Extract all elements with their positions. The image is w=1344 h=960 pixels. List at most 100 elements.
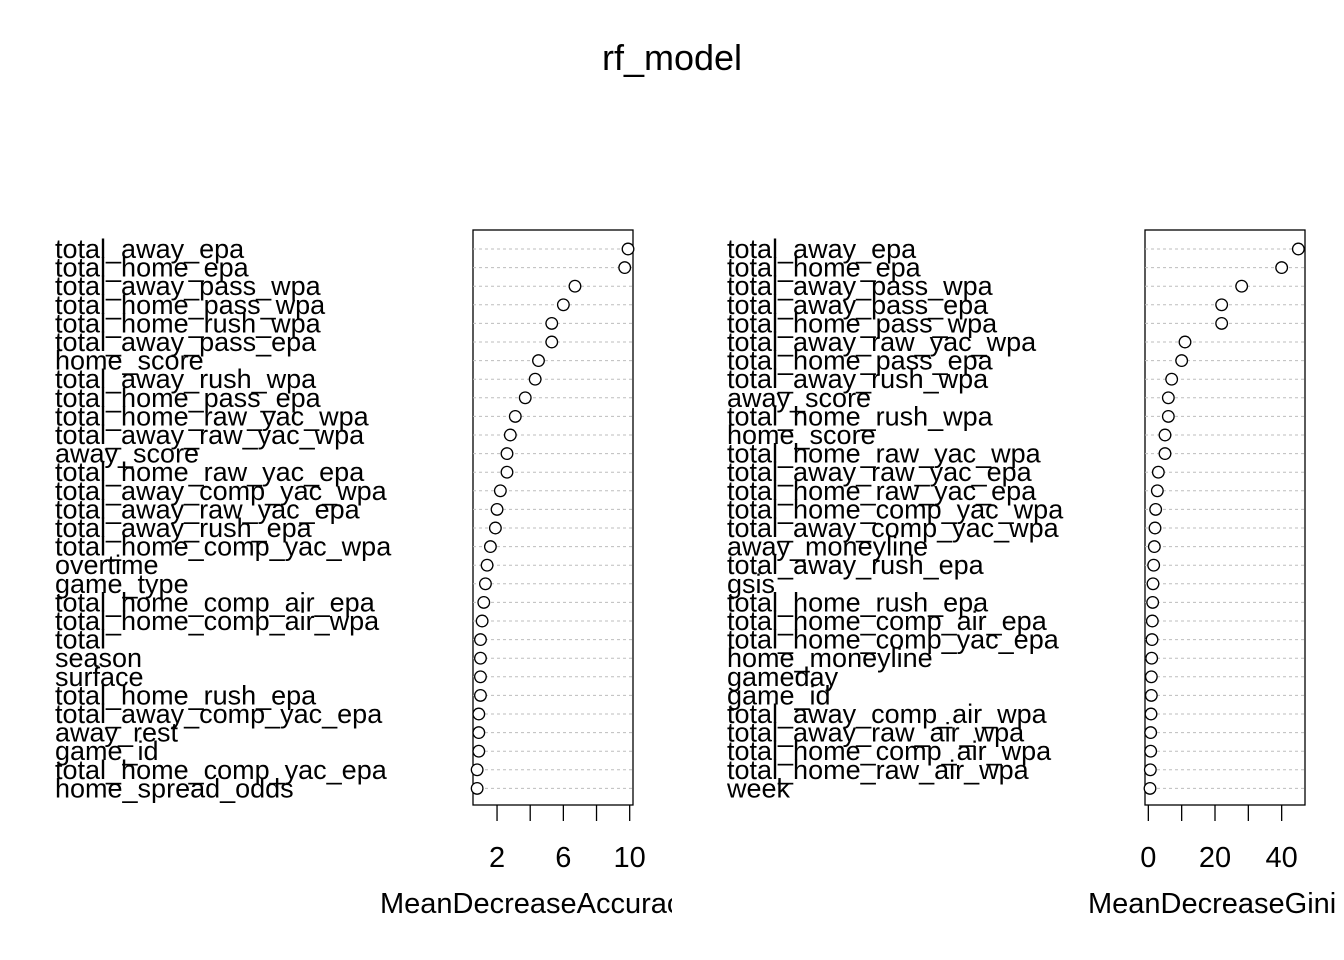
data-point (474, 651, 487, 665)
accuracy-panel: total_away_epatotal_home_epatotal_away_p… (55, 229, 696, 920)
category-label: total_away_pass_epa (55, 327, 317, 357)
category-label: total_home_comp_air_epa (55, 587, 376, 617)
data-point (474, 688, 487, 702)
category-label: away_score (727, 383, 871, 413)
x-tick-label: 40 (1266, 842, 1298, 874)
data-point (470, 781, 484, 795)
data-point (1235, 279, 1249, 293)
category-label: total_away_raw_yac_epa (727, 457, 1033, 487)
data-point (1144, 726, 1158, 740)
data-point (1145, 614, 1159, 628)
data-point (532, 354, 545, 368)
category-label: gsis (727, 569, 775, 599)
category-label: total_home_raw_yac_wpa (727, 439, 1042, 469)
category-label: total_home_raw_yac_epa (55, 457, 365, 487)
category-label: game_id (727, 680, 831, 710)
data-point (556, 298, 570, 312)
data-point (1161, 409, 1175, 423)
category-label: total_away_raw_yac_epa (55, 494, 361, 524)
data-point (1175, 354, 1189, 368)
category-label: total_away_pass_wpa (55, 271, 322, 301)
category-label: total_home_comp_air_wpa (727, 736, 1052, 766)
data-point (568, 279, 582, 293)
category-label: total_home_pass_epa (55, 383, 322, 413)
plot-frame (1144, 229, 1306, 806)
data-point (503, 428, 517, 442)
data-point (528, 372, 542, 386)
category-label: week (726, 773, 791, 803)
data-point (1143, 781, 1157, 795)
category-label: total_away_comp_yac_epa (55, 699, 383, 729)
data-point (1148, 521, 1162, 535)
category-label: total_away_raw_air_wpa (727, 718, 1025, 748)
category-label: total_away_rush_epa (55, 513, 313, 543)
category-label: total_home_comp_yac_epa (727, 625, 1060, 655)
data-point (1161, 391, 1175, 405)
x-axis-label: MeanDecreaseGini (1088, 888, 1336, 920)
data-point (472, 707, 486, 721)
category-label: total_home_raw_air_wpa (727, 755, 1030, 785)
data-point (1145, 633, 1159, 647)
data-point (1146, 595, 1160, 609)
data-point (1147, 540, 1161, 554)
category-label: home_score (55, 346, 204, 376)
category-label: total_away_rush_wpa (55, 364, 317, 394)
data-point (1275, 261, 1289, 275)
category-label: total_away_epa (55, 234, 245, 264)
data-point (483, 540, 497, 554)
category-label: total_away_rush_epa (727, 550, 985, 580)
category-label: total_away_comp_yac_wpa (55, 476, 388, 506)
data-point (1147, 558, 1161, 572)
x-axis-label: MeanDecreaseAccuracy (380, 888, 696, 920)
category-label: total_home_rush_epa (55, 680, 317, 710)
category-label: total_home_pass_wpa (727, 308, 998, 338)
category-label: away_moneyline (727, 532, 928, 562)
data-point (490, 502, 504, 516)
category-label: total_home_raw_yac_wpa (55, 401, 370, 431)
category-label: total_away_rush_wpa (727, 364, 989, 394)
category-label: total_away_raw_yac_wpa (727, 327, 1037, 357)
data-point (1144, 744, 1158, 758)
data-point (480, 558, 494, 572)
category-label: home_score (727, 420, 876, 450)
data-point (472, 744, 486, 758)
category-label: total_home_pass_epa (727, 346, 994, 376)
category-label: total (55, 625, 106, 655)
x-tick-label: 6 (555, 842, 571, 874)
category-label: home_moneyline (727, 643, 933, 673)
category-label: total_home_comp_air_wpa (55, 606, 380, 636)
category-label: game_type (55, 569, 189, 599)
data-point (545, 316, 559, 330)
data-point (1158, 447, 1172, 461)
x-tick-label: 10 (614, 842, 646, 874)
category-label: total_away_raw_yac_wpa (55, 420, 365, 450)
data-point (1144, 707, 1158, 721)
data-point (477, 595, 491, 609)
data-point (1150, 484, 1164, 498)
data-point (1215, 298, 1229, 312)
x-tick-label: 0 (1140, 842, 1156, 874)
category-label: total_away_pass_wpa (727, 271, 994, 301)
category-label: overtime (55, 550, 159, 580)
category-label: total_home_comp_yac_epa (55, 755, 388, 785)
category-label: gameday (727, 662, 839, 692)
category-label: total_home_rush_wpa (55, 308, 322, 338)
chart-title: rf_model (602, 37, 742, 78)
data-point (1146, 577, 1160, 591)
category-label: surface (55, 662, 144, 692)
data-point (470, 763, 484, 777)
data-point (621, 242, 635, 256)
category-label: home_spread_odds (55, 773, 294, 803)
data-point (493, 484, 507, 498)
data-point (478, 577, 492, 591)
category-label: total_home_raw_yac_epa (727, 476, 1037, 506)
data-point (1149, 502, 1163, 516)
data-point (475, 614, 489, 628)
data-point (1145, 651, 1159, 665)
data-point (1144, 688, 1158, 702)
data-point (1291, 242, 1305, 256)
data-point (1144, 670, 1158, 684)
category-label: total_home_epa (727, 253, 922, 283)
category-label: total_home_epa (55, 253, 250, 283)
category-label: total_home_rush_epa (727, 587, 989, 617)
